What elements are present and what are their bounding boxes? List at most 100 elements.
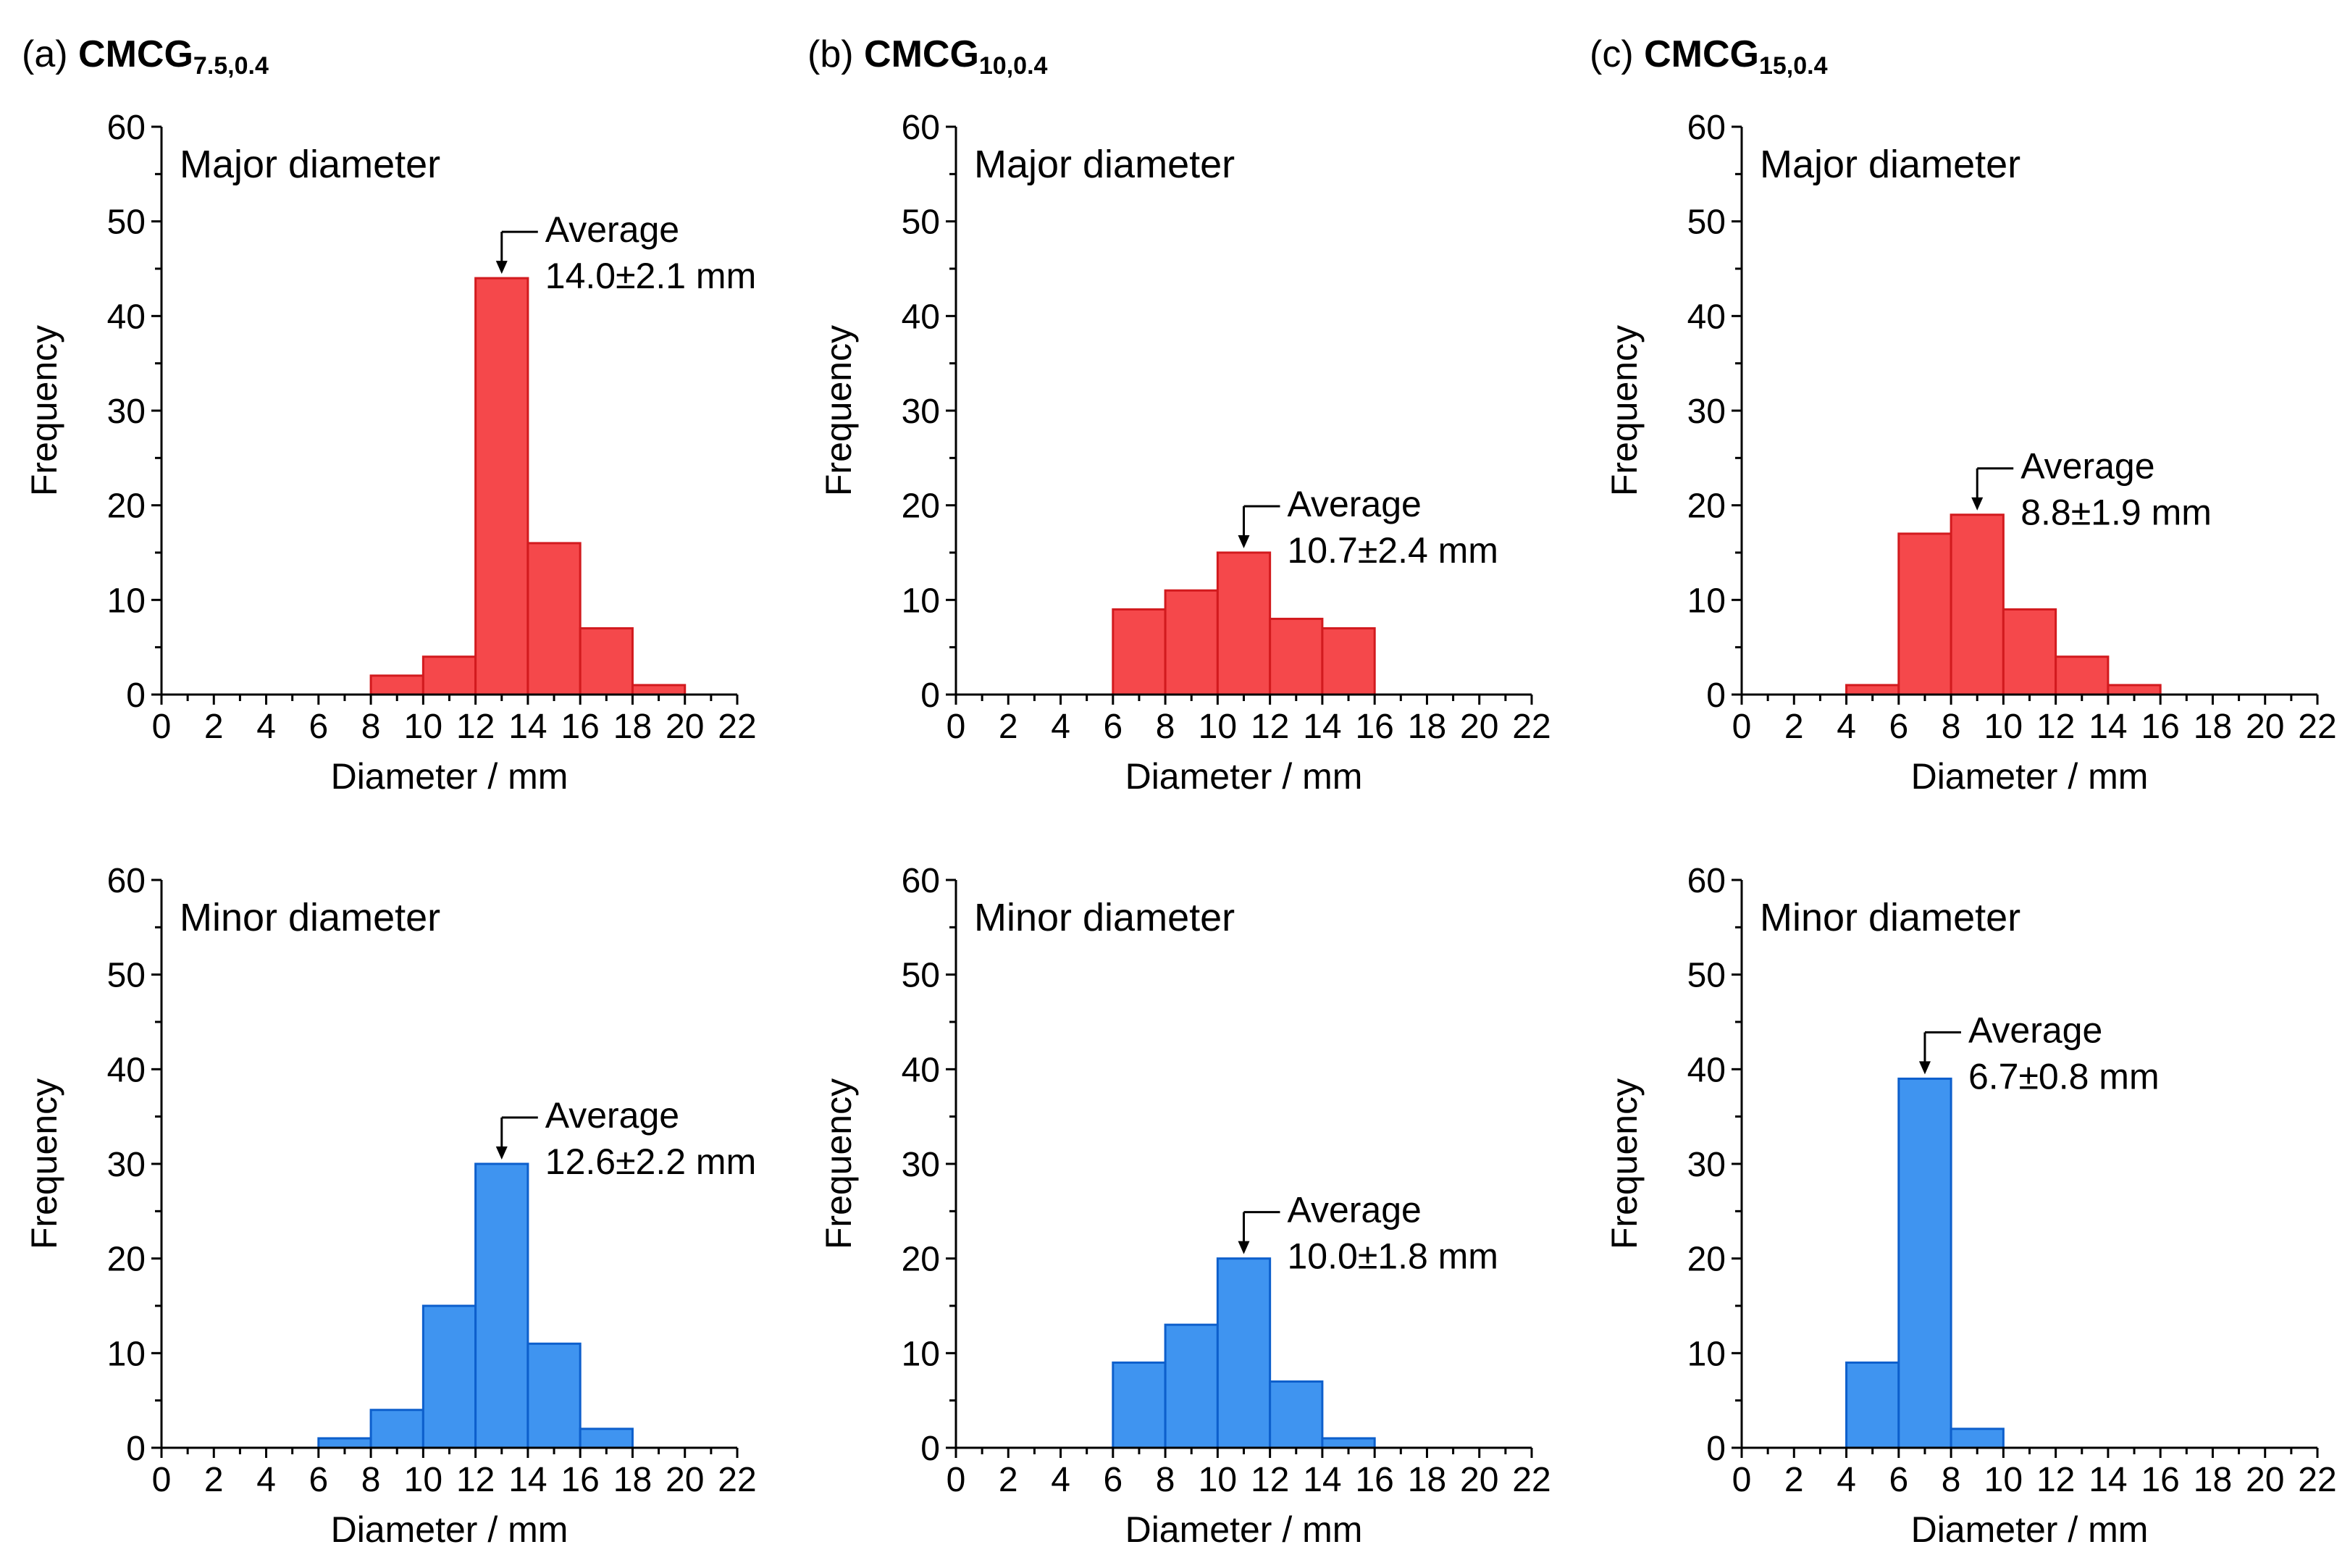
histogram-bar — [579, 627, 634, 696]
y-tick-label: 20 — [902, 487, 940, 526]
x-tick-label: 10 — [404, 1461, 442, 1499]
average-arrow-head — [1238, 1241, 1250, 1254]
x-tick-label: 6 — [1889, 1461, 1908, 1499]
y-tick-label: 0 — [126, 1430, 146, 1468]
histogram-bar — [2107, 684, 2162, 696]
histogram-bar — [369, 674, 424, 696]
y-tick-label: 50 — [1687, 204, 1726, 242]
x-tick-label: 18 — [1408, 708, 1446, 746]
panel-title-b: (b) CMCG10,0.4 — [807, 33, 1047, 80]
x-tick-label: 22 — [2298, 1461, 2336, 1499]
x-tick-label: 6 — [1889, 708, 1908, 746]
y-tick-label: 40 — [902, 298, 940, 336]
y-tick-label: 0 — [920, 676, 940, 715]
x-tick-label: 4 — [256, 1461, 276, 1499]
x-tick-label: 18 — [613, 708, 652, 746]
panel-sample-name: CMCG — [1644, 33, 1759, 75]
histogram-bar — [1321, 627, 1376, 696]
histogram-bar — [421, 1304, 477, 1449]
y-tick-label: 20 — [1687, 487, 1726, 526]
panel-label: (c) — [1590, 33, 1634, 75]
histogram-bar — [1845, 684, 1900, 696]
y-tick-label: 60 — [107, 862, 146, 900]
y-tick-label: 10 — [107, 1335, 146, 1373]
x-tick-label: 18 — [2194, 708, 2232, 746]
y-tick-label: 0 — [920, 1430, 940, 1468]
y-tick-label: 30 — [107, 1146, 146, 1184]
y-tick-label: 60 — [902, 862, 940, 900]
x-tick-label: 12 — [2036, 708, 2075, 746]
y-tick-label: 20 — [107, 487, 146, 526]
histogram-bar — [1269, 1380, 1324, 1449]
subplot-label: Major diameter — [974, 143, 1235, 186]
x-tick-label: 10 — [1984, 708, 2023, 746]
panel-label: (a) — [22, 33, 68, 75]
subplot-label: Major diameter — [1760, 143, 2020, 186]
x-tick-label: 10 — [1199, 1461, 1237, 1499]
histogram-bar — [1845, 1361, 1900, 1449]
histogram-bar — [1269, 617, 1324, 696]
average-title: Average — [2020, 446, 2154, 487]
y-tick-label: 50 — [107, 204, 146, 242]
x-tick-label: 12 — [456, 1461, 495, 1499]
panel-sample-subscript: 10,0.4 — [978, 52, 1048, 80]
x-tick-label: 8 — [361, 1461, 381, 1499]
x-tick-label: 20 — [2246, 708, 2284, 746]
average-value: 10.7±2.4 mm — [1288, 530, 1498, 571]
y-axis-label: Frequency — [24, 1078, 64, 1249]
average-value: 8.8±1.9 mm — [2020, 492, 2212, 533]
y-tick-label: 60 — [1687, 109, 1726, 147]
x-tick-label: 10 — [1199, 708, 1237, 746]
x-tick-label: 20 — [666, 1461, 704, 1499]
x-tick-label: 2 — [1784, 1461, 1804, 1499]
x-axis-label: Diameter / mm — [331, 756, 568, 797]
panel-sample-name: CMCG — [864, 33, 979, 75]
x-tick-label: 4 — [1051, 708, 1070, 746]
x-tick-label: 6 — [1103, 708, 1122, 746]
subplot-label: Minor diameter — [974, 896, 1235, 939]
histogram-bar — [317, 1437, 372, 1449]
histogram-bar — [1112, 1361, 1167, 1449]
x-tick-label: 8 — [1156, 1461, 1175, 1499]
y-axis-label: Frequency — [24, 325, 64, 496]
histogram-bar — [526, 542, 582, 696]
x-tick-label: 22 — [2298, 708, 2336, 746]
x-tick-label: 16 — [1355, 1461, 1393, 1499]
histogram-bar — [369, 1409, 424, 1449]
x-tick-label: 4 — [256, 708, 276, 746]
panel-sample-subscript: 7.5,0.4 — [193, 52, 269, 80]
x-axis-label: Diameter / mm — [1125, 756, 1363, 797]
histogram-bar — [474, 277, 529, 696]
x-tick-label: 20 — [666, 708, 704, 746]
x-tick-label: 8 — [361, 708, 381, 746]
average-title: Average — [1968, 1010, 2102, 1050]
y-tick-label: 30 — [1687, 393, 1726, 431]
x-tick-label: 20 — [2246, 1461, 2284, 1499]
y-tick-label: 50 — [902, 204, 940, 242]
x-axis-label: Diameter / mm — [1125, 1509, 1363, 1550]
y-tick-label: 30 — [107, 393, 146, 431]
x-tick-label: 4 — [1837, 708, 1856, 746]
x-tick-label: 14 — [1303, 1461, 1341, 1499]
y-tick-label: 60 — [902, 109, 940, 147]
y-tick-label: 40 — [1687, 298, 1726, 336]
x-tick-label: 18 — [1408, 1461, 1446, 1499]
x-tick-label: 12 — [2036, 1461, 2075, 1499]
histogram-bar — [2055, 655, 2110, 696]
histogram-bar — [579, 1427, 634, 1449]
x-tick-label: 14 — [508, 708, 547, 746]
histogram-bar — [1164, 589, 1219, 696]
histogram-bar — [2002, 608, 2057, 696]
x-tick-label: 4 — [1051, 1461, 1070, 1499]
y-tick-label: 40 — [107, 1051, 146, 1089]
x-tick-label: 0 — [947, 1461, 966, 1499]
x-tick-label: 2 — [204, 1461, 224, 1499]
histogram-bar — [631, 684, 687, 696]
x-tick-label: 2 — [999, 708, 1018, 746]
x-tick-label: 16 — [561, 708, 599, 746]
